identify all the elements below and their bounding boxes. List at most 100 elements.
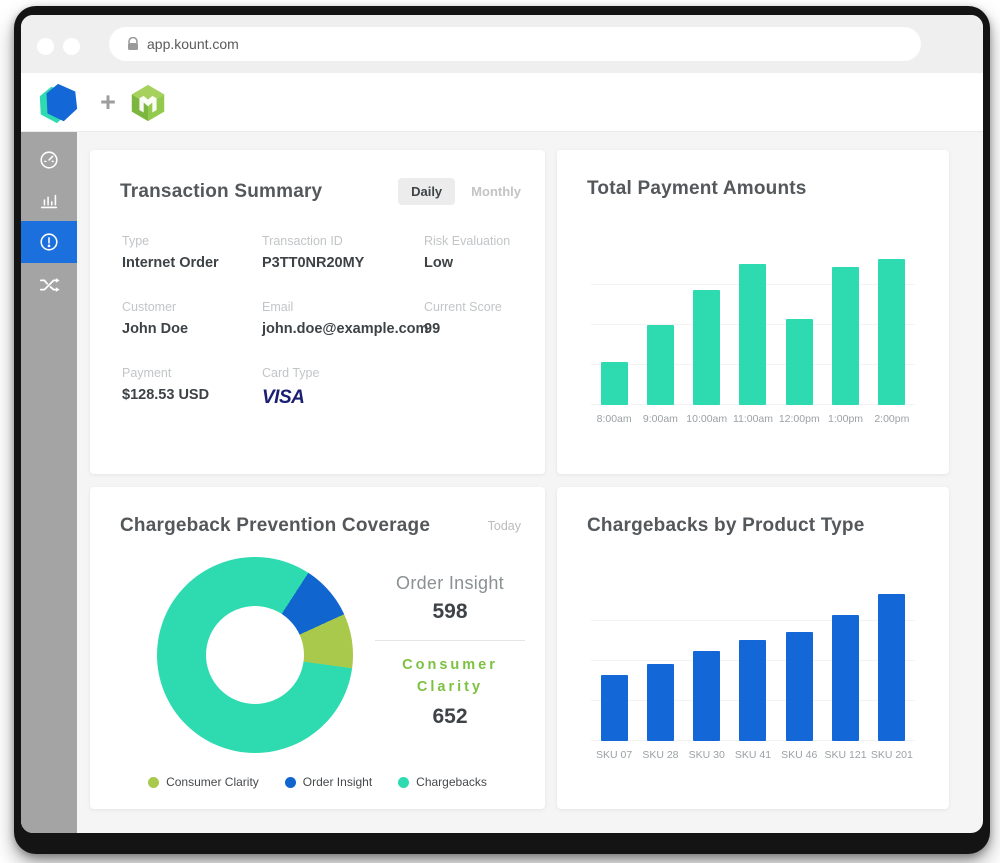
bar xyxy=(832,614,860,741)
alert-circle-icon xyxy=(38,231,60,253)
monthly-toggle-button[interactable]: Monthly xyxy=(471,184,521,199)
bar xyxy=(785,632,813,741)
logo-bar: + xyxy=(21,73,983,132)
legend-label: Consumer Clarity xyxy=(166,775,259,789)
bar-9:00am: 9:00am xyxy=(637,245,683,425)
chargebacks-by-product-card: Chargebacks by Product Type SKU 07 SKU 28… xyxy=(557,487,949,809)
field-card-type: Card Type VISA xyxy=(262,366,424,409)
partner-logo xyxy=(127,82,169,124)
consumer-clarity-value: 652 xyxy=(432,704,468,728)
field-current-score: Current Score 99 xyxy=(424,300,502,337)
bar-x-label: SKU 41 xyxy=(734,749,772,761)
plus-separator: + xyxy=(100,87,116,117)
bar-SKU 41: SKU 41 xyxy=(730,581,776,761)
order-insight-label: Order Insight xyxy=(396,573,504,593)
kount-logo xyxy=(35,80,81,126)
legend-dot-icon xyxy=(398,776,410,788)
sidebar-item-routing[interactable] xyxy=(21,264,77,306)
bar-x-label: SKU 46 xyxy=(781,749,818,761)
legend-dot-icon xyxy=(284,776,296,788)
bar xyxy=(832,267,860,405)
legend-label: Chargebacks xyxy=(416,775,487,789)
sidebar xyxy=(21,132,77,833)
consumer-clarity-label: Consumer Clarity xyxy=(402,657,498,695)
bar-10:00am: 10:00am xyxy=(684,245,730,425)
bar-x-label: SKU 30 xyxy=(688,749,725,761)
donut-legend: Consumer Clarity Order Insight Chargebacks xyxy=(90,775,545,789)
browser-window: app.kount.com + xyxy=(14,6,990,854)
bar xyxy=(600,361,628,405)
order-insight-value: 598 xyxy=(432,600,468,623)
bar-x-label: 8:00am xyxy=(596,413,632,425)
address-bar[interactable]: app.kount.com xyxy=(109,27,921,61)
legend-dot-icon xyxy=(148,776,160,788)
field-payment: Payment $128.53 USD xyxy=(122,366,210,403)
bar-x-label: SKU 121 xyxy=(824,749,867,761)
bar-1:00pm: 1:00pm xyxy=(822,245,868,425)
legend-item: Consumer Clarity xyxy=(148,775,259,789)
sidebar-item-dashboard[interactable] xyxy=(21,139,77,181)
field-type: Type Internet Order xyxy=(122,234,219,271)
bar-x-label: 9:00am xyxy=(642,413,678,425)
sidebar-item-reports[interactable] xyxy=(21,180,77,222)
bar-x-label: SKU 28 xyxy=(642,749,679,761)
app-viewport: app.kount.com + xyxy=(21,15,983,833)
bar xyxy=(600,675,628,741)
field-email: Email john.doe@example.com xyxy=(262,300,429,337)
bar-chart-icon xyxy=(38,190,60,212)
bar-x-label: 1:00pm xyxy=(828,413,864,425)
chargeback-prevention-title: Chargeback Prevention Coverage xyxy=(120,515,431,536)
total-payment-amounts-card: Total Payment Amounts 8:00am 9:00am 10:00a… xyxy=(557,150,949,474)
bar-2:00pm: 2:00pm xyxy=(869,245,915,425)
chargebacks-by-product-title: Chargebacks by Product Type xyxy=(587,515,865,536)
bar xyxy=(739,264,767,405)
bar-SKU 07: SKU 07 xyxy=(591,581,637,761)
today-label: Today xyxy=(487,519,521,533)
bar-x-label: 2:00pm xyxy=(874,413,910,425)
bar-12:00pm: 12:00pm xyxy=(776,245,822,425)
window-button[interactable] xyxy=(37,38,54,55)
bar-SKU 121: SKU 121 xyxy=(822,581,868,761)
bar xyxy=(739,640,767,741)
daily-toggle-button[interactable]: Daily xyxy=(398,178,456,205)
gauge-icon xyxy=(38,149,60,171)
browser-chrome: app.kount.com xyxy=(21,15,983,73)
bar xyxy=(646,325,674,405)
total-payment-amounts-title: Total Payment Amounts xyxy=(587,178,807,199)
payment-amounts-chart: 8:00am 9:00am 10:00am 11:00am 12:00pm 1:00pm 2… xyxy=(591,245,915,425)
bar-SKU 201: SKU 201 xyxy=(869,581,915,761)
chargeback-prevention-card: Chargeback Prevention Coverage Today Ord… xyxy=(90,487,545,809)
stats-divider xyxy=(375,640,525,641)
product-type-chart: SKU 07 SKU 28 SKU 30 SKU 41 SKU 46 SKU 121 SKU… xyxy=(591,581,915,761)
bar-x-label: SKU 201 xyxy=(870,749,913,761)
bar xyxy=(693,651,721,741)
window-button[interactable] xyxy=(63,38,80,55)
transaction-summary-card: Transaction Summary Daily Monthly Type I… xyxy=(90,150,545,474)
bar-8:00am: 8:00am xyxy=(591,245,637,425)
bar xyxy=(878,259,906,405)
bar-x-label: 11:00am xyxy=(732,413,774,425)
bar-SKU 28: SKU 28 xyxy=(637,581,683,761)
legend-item: Chargebacks xyxy=(398,775,487,789)
bar xyxy=(646,664,674,741)
bar xyxy=(785,318,813,405)
bar xyxy=(693,289,721,405)
bar-SKU 30: SKU 30 xyxy=(684,581,730,761)
bar-11:00am: 11:00am xyxy=(730,245,776,425)
bar-x-label: 10:00am xyxy=(686,413,728,425)
coverage-donut-chart xyxy=(157,557,353,753)
field-risk-evaluation: Risk Evaluation Low xyxy=(424,234,511,271)
field-customer: Customer John Doe xyxy=(122,300,189,337)
period-toggle: Daily Monthly xyxy=(398,178,521,205)
field-transaction-id: Transaction ID P3TT0NR20MY xyxy=(262,234,365,271)
shuffle-icon xyxy=(38,274,60,296)
bar-x-label: SKU 07 xyxy=(596,749,633,761)
sidebar-item-alerts[interactable] xyxy=(21,221,77,263)
bar xyxy=(878,593,906,741)
transaction-fields: Type Internet Order Transaction ID P3TT0… xyxy=(122,234,521,409)
transaction-summary-title: Transaction Summary xyxy=(120,180,323,202)
visa-logo: VISA xyxy=(262,387,305,408)
bar-x-label: 12:00pm xyxy=(778,413,820,425)
url-text: app.kount.com xyxy=(147,36,239,52)
lock-icon xyxy=(127,37,139,51)
